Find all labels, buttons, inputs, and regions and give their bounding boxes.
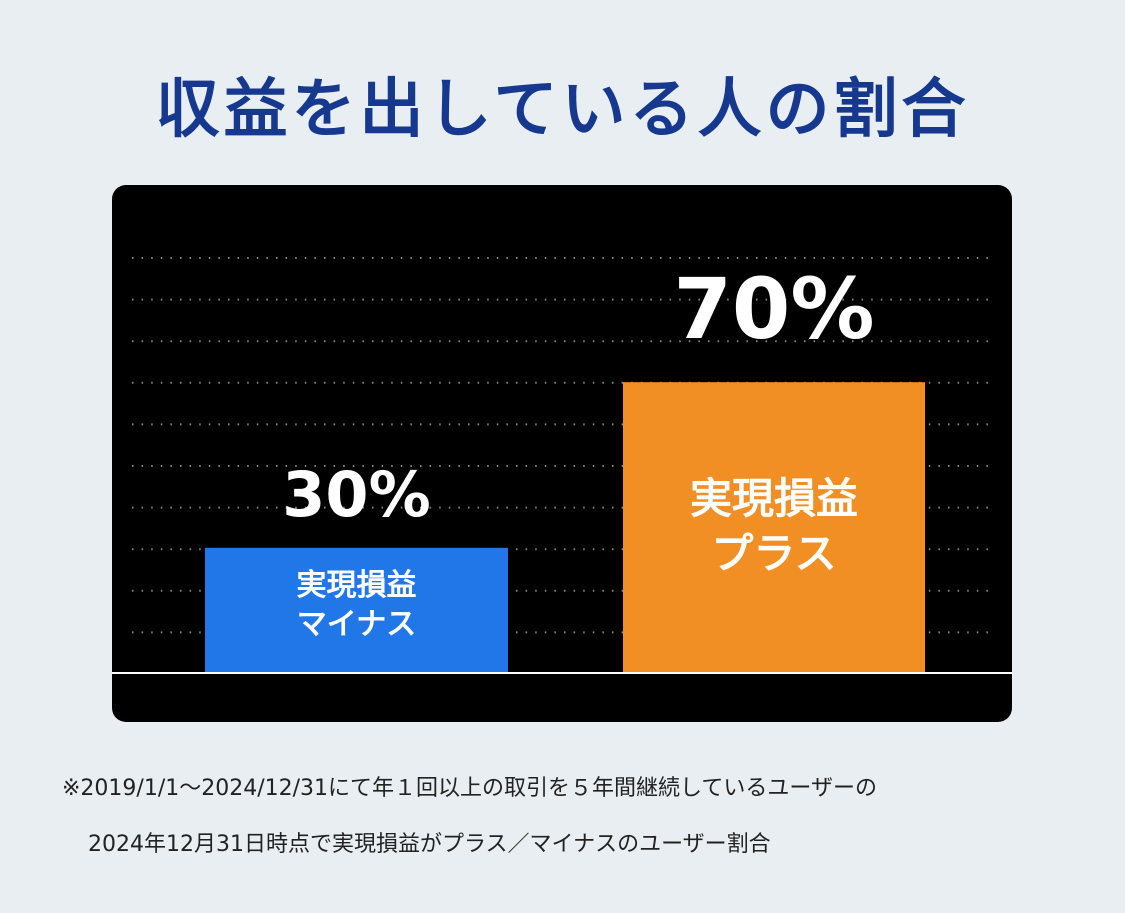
chart-title: 収益を出している人の割合 — [155, 73, 970, 147]
value-label: 70% — [673, 260, 875, 359]
footnote: ※2019/1/1〜2024/12/31にて年１回以上の取引を５年間継続している… — [62, 776, 877, 801]
bar — [623, 382, 925, 672]
footnote: 2024年12月31日時点で実現損益がプラス／マイナスのユーザー割合 — [88, 832, 771, 857]
category-label: 実現損益 プラス — [689, 474, 858, 578]
category-label: 実現損益 マイナス — [296, 567, 417, 642]
bar — [205, 547, 508, 672]
value-label: 30% — [282, 457, 431, 531]
